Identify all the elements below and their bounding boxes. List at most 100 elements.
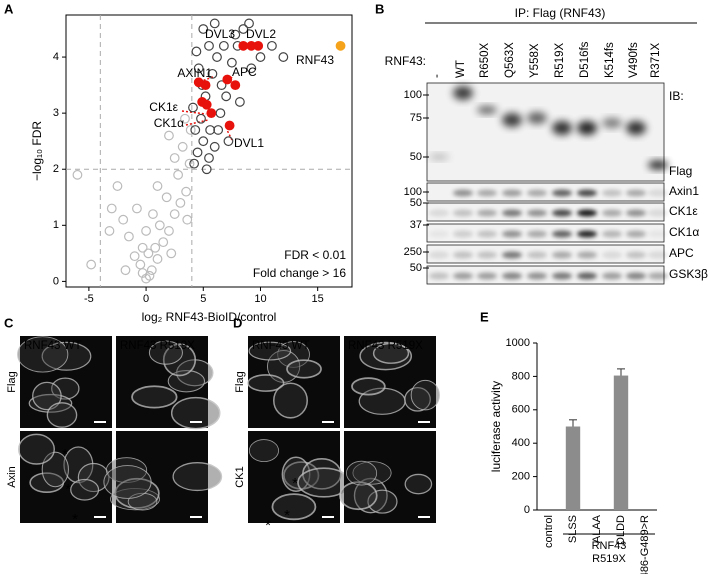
point [124,231,134,242]
micrograph [344,336,436,428]
point [164,130,174,141]
strip-label: APC [669,246,694,260]
row-label: Axin [6,466,18,487]
point [166,248,177,259]
point [112,181,123,191]
point [207,68,218,79]
band [477,272,497,280]
asterisk: * [72,511,78,528]
point [188,102,198,113]
cell [346,460,378,486]
group-label: RNF43 [592,540,627,552]
band [626,251,646,259]
point [221,91,232,102]
point [212,52,222,62]
mw-marker: 50 [410,262,422,274]
panel-letter: A [4,1,14,16]
band [602,230,622,238]
cell [105,457,148,483]
band [626,272,646,280]
asterisk: * [284,507,290,524]
strip-label: CK1ε [669,204,698,218]
point [182,214,193,225]
cell [170,396,221,430]
annotation: FDR < 0.01 [284,248,346,262]
cell [351,377,386,396]
point [175,197,186,208]
point [223,136,234,147]
cell [248,341,292,361]
asterisk: * [62,446,68,463]
band [648,209,668,217]
band [502,272,522,280]
point [86,259,97,270]
band [477,189,497,197]
band [552,121,572,135]
cell [17,433,55,465]
point [335,40,346,51]
strip-label: Flag [669,164,692,178]
point [185,125,196,135]
panel-letter: D [233,315,242,330]
x-tick-label: DLDD [615,515,627,545]
point [143,248,154,259]
cell [148,340,183,365]
cell [339,481,378,511]
point [234,97,245,107]
column-label: RNF43 R519X [120,340,195,352]
point [161,192,172,203]
band [527,209,547,217]
micrograph [20,431,112,523]
band [577,121,597,135]
annotation: APC [232,65,257,79]
band [552,251,572,259]
point [152,254,163,264]
band [527,272,547,280]
point [201,99,212,110]
error-bar [569,419,577,427]
x-tick-label: -5 [84,293,94,305]
point [204,153,214,163]
column-label: RNF43 WT [24,340,82,352]
band [429,230,449,238]
point [216,80,227,91]
annotation: DVL2 [246,27,276,41]
band [477,106,497,114]
point [198,24,209,34]
lane-label: - [431,74,443,78]
cell [281,456,311,492]
point [169,209,180,219]
point [226,57,237,68]
error-bar [617,368,625,376]
point [193,63,204,74]
cell [172,462,223,492]
point [137,242,148,253]
band [453,189,473,197]
y-tick-label: 0 [53,275,59,287]
annotation: RNF43 [296,53,334,67]
band [577,251,597,259]
cell [32,381,62,411]
cell [131,385,178,409]
column-label: RNF43 R519X [348,340,423,352]
point [180,113,190,124]
point [267,40,277,51]
band [577,189,597,197]
point [154,220,165,231]
point [104,226,115,236]
point [177,141,188,152]
cell [404,473,433,495]
point [224,120,235,131]
asterisk: * [265,517,271,534]
y-tick-label: 400 [512,437,530,449]
row-label: RNF43: [385,54,426,68]
point [218,40,229,51]
point [190,125,201,135]
point [200,80,211,91]
band [453,251,473,259]
cell [41,451,69,488]
point [222,74,233,85]
band [626,230,646,238]
point [213,125,224,135]
